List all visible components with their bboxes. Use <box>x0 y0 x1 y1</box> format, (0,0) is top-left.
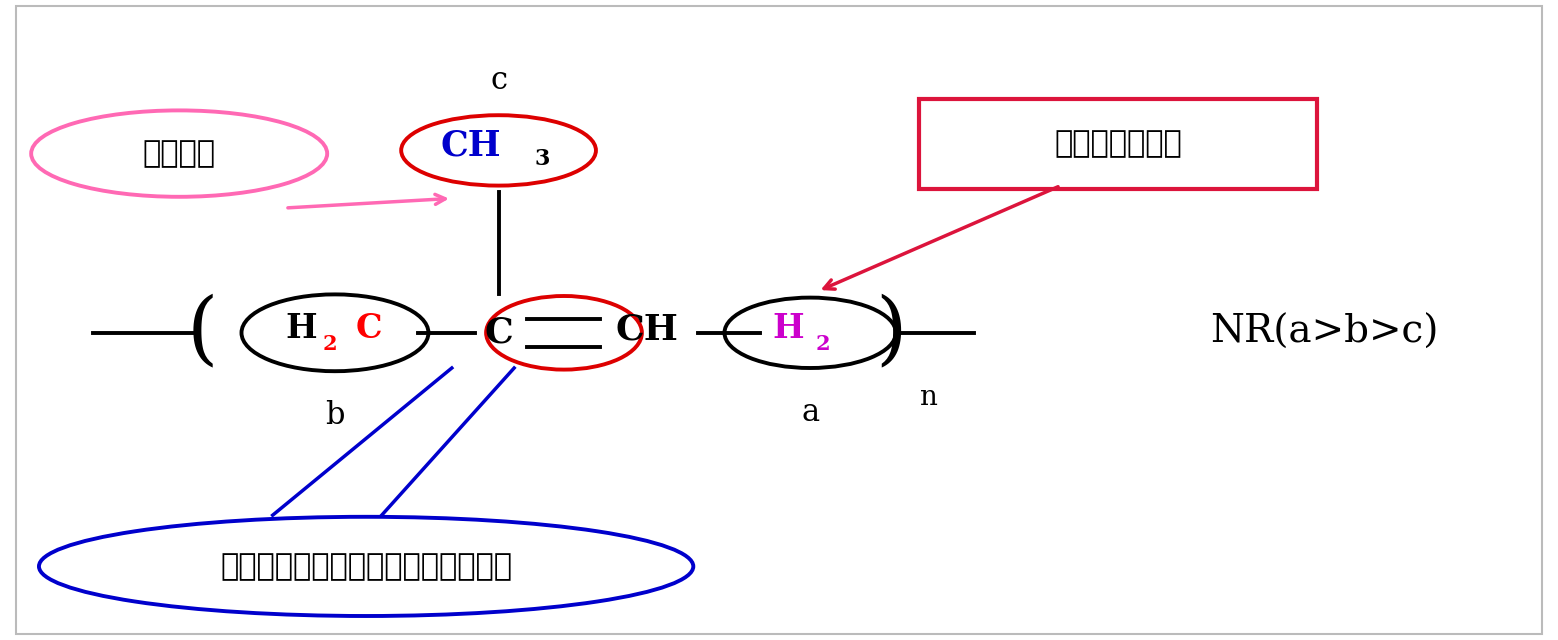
Text: C: C <box>485 316 513 350</box>
FancyBboxPatch shape <box>919 99 1317 189</box>
Text: 供电子基: 供电子基 <box>143 138 215 169</box>
Text: NR(a>b>c): NR(a>b>c) <box>1211 314 1438 351</box>
Text: 2: 2 <box>815 334 830 355</box>
Text: b: b <box>326 400 344 431</box>
Text: H: H <box>773 312 804 346</box>
Text: n: n <box>919 384 936 411</box>
Text: 氧气、臭氧、强氧化剂、腑蚀性介质: 氧气、臭氧、强氧化剂、腑蚀性介质 <box>220 551 513 582</box>
Text: a: a <box>801 397 820 428</box>
Text: ): ) <box>876 294 907 372</box>
Text: c: c <box>491 65 506 96</box>
Text: H: H <box>285 312 316 346</box>
FancyBboxPatch shape <box>16 6 1542 634</box>
Text: CH: CH <box>615 312 678 347</box>
Text: 活泼，易被取代: 活泼，易被取代 <box>1055 129 1181 159</box>
Text: 2: 2 <box>323 334 338 355</box>
Text: (: ( <box>187 294 218 372</box>
Text: C: C <box>355 312 383 346</box>
Text: CH: CH <box>441 128 500 163</box>
Text: 3: 3 <box>534 148 550 170</box>
